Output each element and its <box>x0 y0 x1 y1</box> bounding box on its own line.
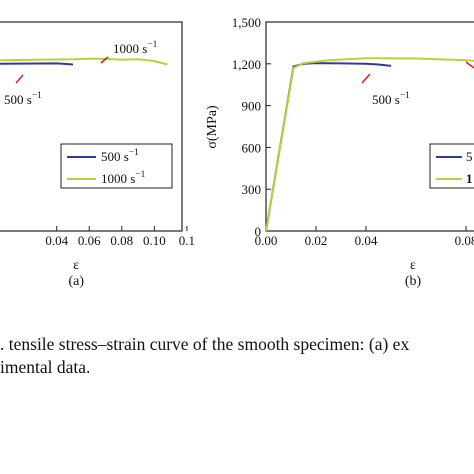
y-tick-label-b: 1,200 <box>232 57 261 72</box>
legend-label-b: 5 <box>466 149 473 164</box>
series-line-b <box>265 62 392 232</box>
series-line-a <box>0 57 168 66</box>
y-tick-label-b: 600 <box>242 140 262 155</box>
annotation-pointer-a <box>100 56 109 64</box>
x-tick-label-a: 0.10 <box>143 233 166 248</box>
plot-frame-b <box>265 21 474 232</box>
x-tick-label-a: 0.04 <box>45 233 68 248</box>
x-tick-label-b: 0.04 <box>355 233 378 248</box>
legend-label-b: 1 <box>466 171 473 186</box>
panel-a: 0.04 0.06 0.08 0.10 0.1 ε(a) 1000 s−1 500 s−1 50… <box>0 21 195 289</box>
y-tick-label-b: 900 <box>242 99 262 114</box>
panel-label-b: (b) <box>405 274 422 289</box>
series-line-a <box>0 62 74 66</box>
x-axis-label-a: ε <box>73 258 79 273</box>
panel-label-a: (a) <box>68 274 84 289</box>
y-axis-label-b: σ(MPa) <box>205 105 220 149</box>
caption-line-2: imental data. <box>0 357 91 377</box>
annotation-1000-a: 1000 s−1 <box>113 40 158 56</box>
x-tick-label-b: 0.00 <box>255 233 278 248</box>
legend-label-a: 1000 s−1 <box>101 170 146 186</box>
x-tick-label-a: 0.1 <box>179 233 195 248</box>
y-tick-label-b: 0 <box>255 224 262 239</box>
y-tick-label-b: 300 <box>242 182 262 197</box>
legend-box-b <box>429 143 474 189</box>
x-tick-label-b: 0.02 <box>305 233 328 248</box>
annotation-500-a: 500 s−1 <box>4 91 42 107</box>
legend-label-a: 500 s−1 <box>101 148 139 164</box>
legend-box-a <box>60 143 173 189</box>
figure-caption: . tensile stress–strain curve of the smo… <box>0 333 474 379</box>
annotation-pointer-b <box>465 61 474 69</box>
y-tick-label-b: 1,500 <box>232 15 261 30</box>
caption-line-1: . tensile stress–strain curve of the smo… <box>0 334 410 354</box>
annotation-pointer-b <box>361 73 371 84</box>
panel-b: 0 300 600 900 1,200 1,500 0.00 0.02 0.04 0.08 σ(MP… <box>205 15 474 289</box>
x-axis-label-b: ε <box>410 258 416 273</box>
series-line-b <box>265 57 474 232</box>
plot-frame-a <box>0 21 183 232</box>
x-tick-label-a: 0.08 <box>110 233 133 248</box>
annotation-500-b: 500 s−1 <box>372 91 410 107</box>
x-tick-label-b: 0.08 <box>455 233 474 248</box>
annotation-pointer-a <box>15 74 24 84</box>
x-tick-label-a: 0.06 <box>78 233 101 248</box>
